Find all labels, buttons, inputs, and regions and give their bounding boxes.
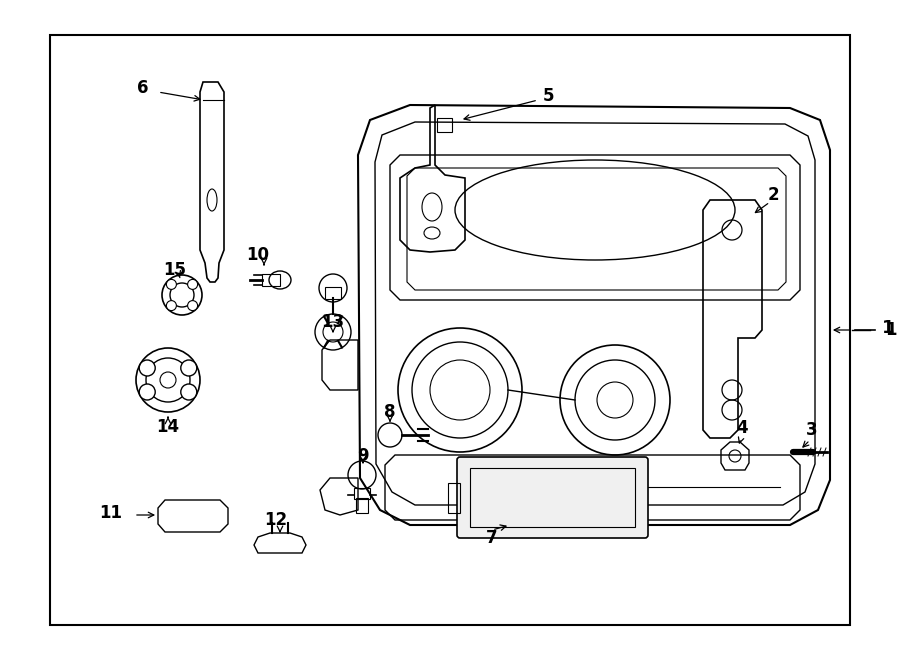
Circle shape — [181, 384, 197, 400]
Text: 12: 12 — [265, 511, 288, 529]
Text: 9: 9 — [357, 447, 369, 465]
Circle shape — [140, 360, 155, 376]
Text: 2: 2 — [767, 186, 778, 204]
Text: 10: 10 — [247, 246, 269, 264]
Circle shape — [187, 280, 198, 290]
Text: 6: 6 — [137, 79, 148, 97]
Text: 11: 11 — [99, 504, 122, 522]
Text: 15: 15 — [164, 261, 186, 279]
Text: 3: 3 — [806, 421, 818, 439]
Text: 1: 1 — [882, 319, 895, 337]
Circle shape — [181, 360, 197, 376]
Bar — [470, 468, 635, 527]
FancyBboxPatch shape — [457, 457, 648, 538]
Bar — [262, 274, 280, 286]
Text: 13: 13 — [321, 313, 345, 331]
Circle shape — [187, 301, 198, 311]
Text: 5: 5 — [543, 87, 554, 105]
Bar — [50, 35, 850, 625]
Bar — [437, 118, 452, 132]
Circle shape — [166, 301, 176, 311]
Text: 7: 7 — [486, 529, 498, 547]
Circle shape — [140, 384, 155, 400]
Circle shape — [166, 280, 176, 290]
Bar — [354, 488, 370, 499]
Text: 14: 14 — [157, 418, 180, 436]
Bar — [448, 483, 460, 513]
Text: 4: 4 — [736, 419, 748, 437]
Text: 8: 8 — [384, 403, 396, 421]
Text: 1: 1 — [885, 321, 896, 339]
Bar — [356, 498, 368, 513]
Bar — [325, 287, 341, 299]
